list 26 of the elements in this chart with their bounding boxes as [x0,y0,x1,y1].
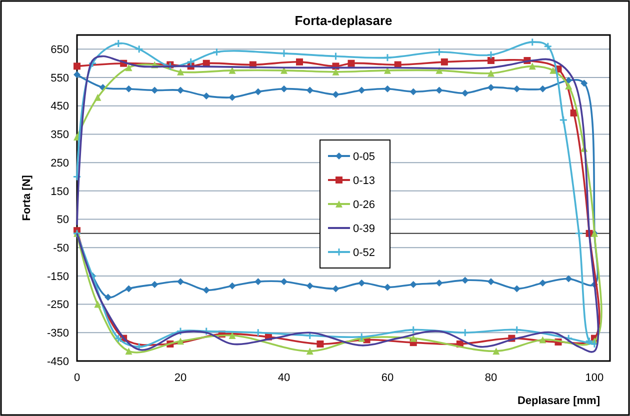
x-tick-label: 80 [484,372,498,384]
x-tick-label: 60 [381,372,394,384]
x-tick-label: 0 [74,372,80,384]
y-tick-label: 350 [50,129,69,142]
y-axis-title: Forta [N] [21,174,33,221]
x-tick-label: 20 [174,372,187,384]
x-axis-title: Deplasare [mm] [517,395,600,407]
y-tick-label: 550 [50,72,69,84]
y-tick-label: -250 [46,299,69,312]
y-tick-label: -50 [53,242,69,254]
legend-label: 0-26 [353,198,376,211]
legend-label: 0-05 [353,150,376,163]
legend-label: 0-52 [353,246,376,259]
x-tick-label: 40 [278,372,290,384]
y-tick-label: 650 [50,44,69,56]
y-tick-label: -450 [46,356,69,368]
legend-label: 0-13 [353,174,376,187]
y-tick-label: 50 [56,214,69,226]
y-tick-label: 250 [50,157,69,170]
legend-label: 0-39 [353,222,376,235]
y-tick-label: -150 [46,270,69,283]
y-tick-label: -350 [46,328,69,340]
y-tick-label: 150 [50,186,69,198]
x-tick-label: 100 [585,372,604,384]
chart-title: Forta-deplasare [294,13,392,28]
y-tick-label: 450 [50,100,69,113]
